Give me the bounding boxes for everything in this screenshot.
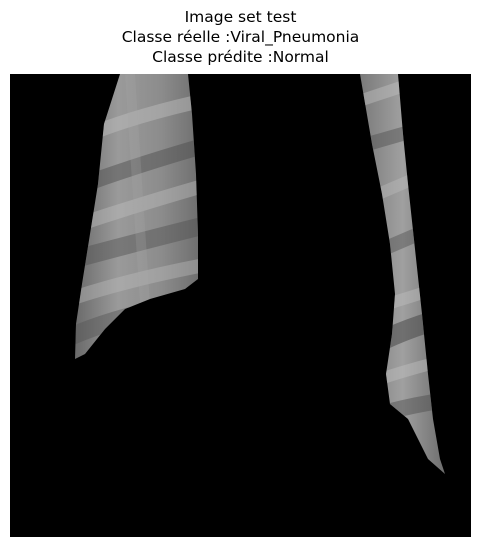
segmented-lung-xray: [10, 74, 471, 537]
title-line-true-class: Classe réelle :Viral_Pneumonia: [121, 28, 360, 46]
figure-title: Image set test Classe réelle :Viral_Pneu…: [0, 7, 481, 67]
xray-image-panel: [10, 74, 471, 537]
title-line-image-set: Image set test: [184, 8, 297, 26]
title-line-predicted-class: Classe prédite :Normal: [152, 48, 329, 66]
